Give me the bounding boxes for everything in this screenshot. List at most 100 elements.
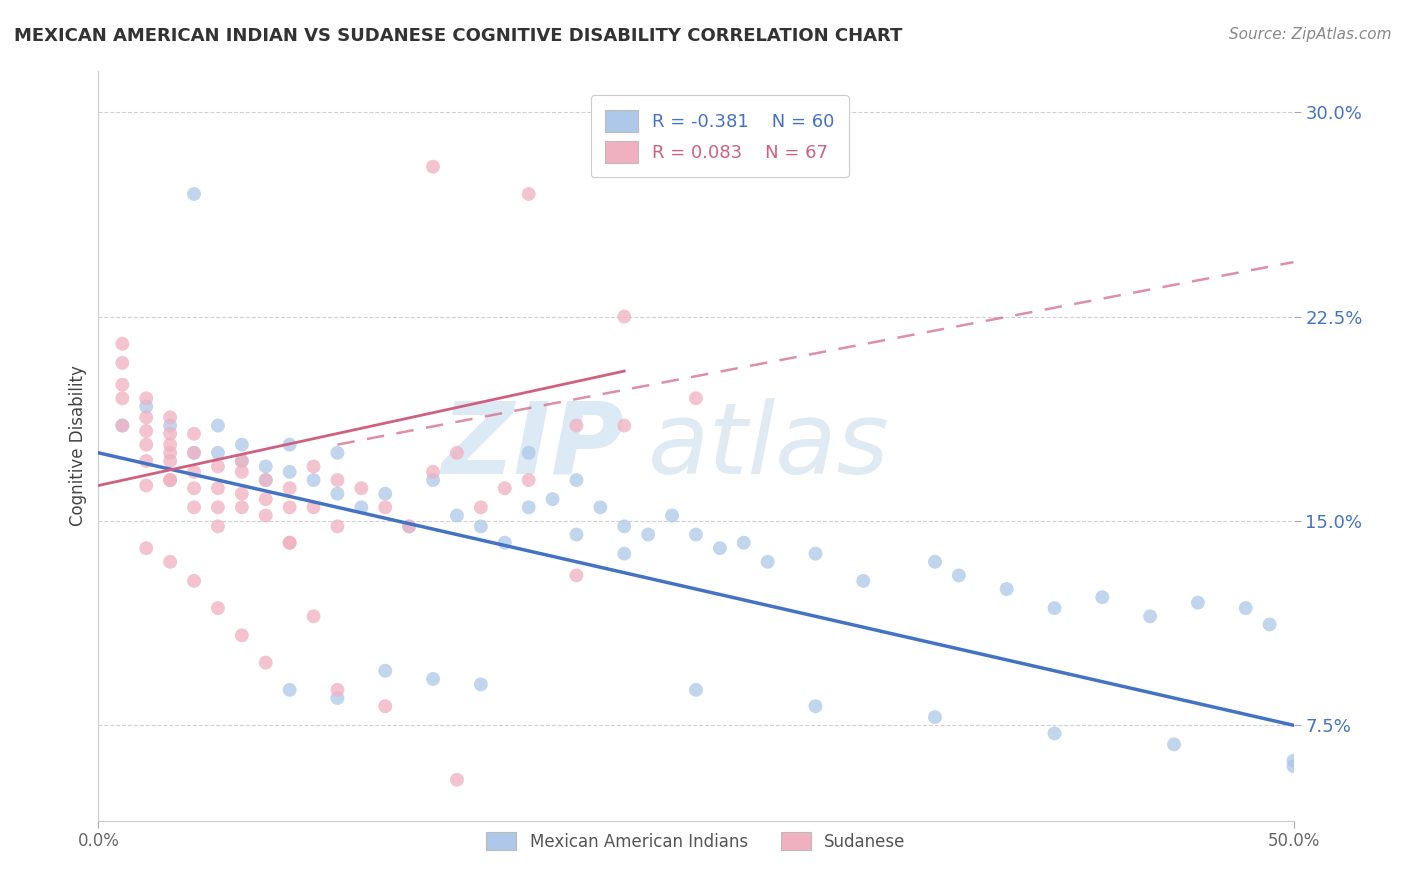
Point [422,465,444,479]
Point [111,392,134,406]
Point [924,555,946,569]
Point [494,535,516,549]
Point [517,446,540,460]
Point [804,699,827,714]
Point [995,582,1018,596]
Point [159,555,181,569]
Point [254,492,277,507]
Point [278,481,301,495]
Text: MEXICAN AMERICAN INDIAN VS SUDANESE COGNITIVE DISABILITY CORRELATION CHART: MEXICAN AMERICAN INDIAN VS SUDANESE COGN… [14,27,903,45]
Point [135,437,157,451]
Point [231,628,253,642]
Point [756,555,779,569]
Point [278,500,301,515]
Point [254,508,277,523]
Point [326,473,349,487]
Point [422,160,444,174]
Point [135,541,157,556]
Point [374,699,396,714]
Point [231,486,253,500]
Point [207,418,229,433]
Point [111,418,134,433]
Point [350,481,373,495]
Point [254,656,277,670]
Point [278,465,301,479]
Point [685,392,707,406]
Point [852,574,875,588]
Point [207,459,229,474]
Point [470,519,492,533]
Point [183,481,205,495]
Point [302,459,325,474]
Point [1282,754,1305,768]
Point [231,454,253,468]
Point [111,418,134,433]
Point [111,336,134,351]
Point [183,446,205,460]
Point [231,454,253,468]
Point [350,500,373,515]
Point [278,682,301,697]
Point [924,710,946,724]
Point [326,691,349,706]
Point [1258,617,1281,632]
Point [422,672,444,686]
Point [326,519,349,533]
Point [135,400,157,414]
Point [183,500,205,515]
Point [446,446,468,460]
Point [446,772,468,787]
Point [494,481,516,495]
Point [374,500,396,515]
Text: atlas: atlas [648,398,890,494]
Point [398,519,420,533]
Point [302,609,325,624]
Point [183,465,205,479]
Point [1163,737,1185,751]
Point [183,574,205,588]
Point [278,535,301,549]
Point [159,454,181,468]
Point [135,478,157,492]
Legend: Mexican American Indians, Sudanese: Mexican American Indians, Sudanese [479,826,912,857]
Point [613,547,636,561]
Point [685,527,707,541]
Point [1091,591,1114,605]
Point [326,486,349,500]
Point [470,677,492,691]
Point [422,473,444,487]
Y-axis label: Cognitive Disability: Cognitive Disability [69,366,87,526]
Point [231,500,253,515]
Point [278,535,301,549]
Point [1043,601,1066,615]
Point [111,377,134,392]
Point [685,682,707,697]
Point [159,473,181,487]
Point [207,500,229,515]
Point [565,527,588,541]
Point [254,473,277,487]
Point [207,601,229,615]
Point [470,500,492,515]
Point [111,356,134,370]
Point [135,424,157,438]
Point [733,535,755,549]
Point [541,492,564,507]
Text: ZIP: ZIP [441,398,624,494]
Point [661,508,683,523]
Point [517,473,540,487]
Point [254,459,277,474]
Point [446,508,468,523]
Point [517,500,540,515]
Point [804,547,827,561]
Point [159,473,181,487]
Point [183,186,205,201]
Point [207,446,229,460]
Point [135,454,157,468]
Point [278,437,301,451]
Point [135,410,157,425]
Point [183,426,205,441]
Point [231,437,253,451]
Point [398,519,420,533]
Point [613,519,636,533]
